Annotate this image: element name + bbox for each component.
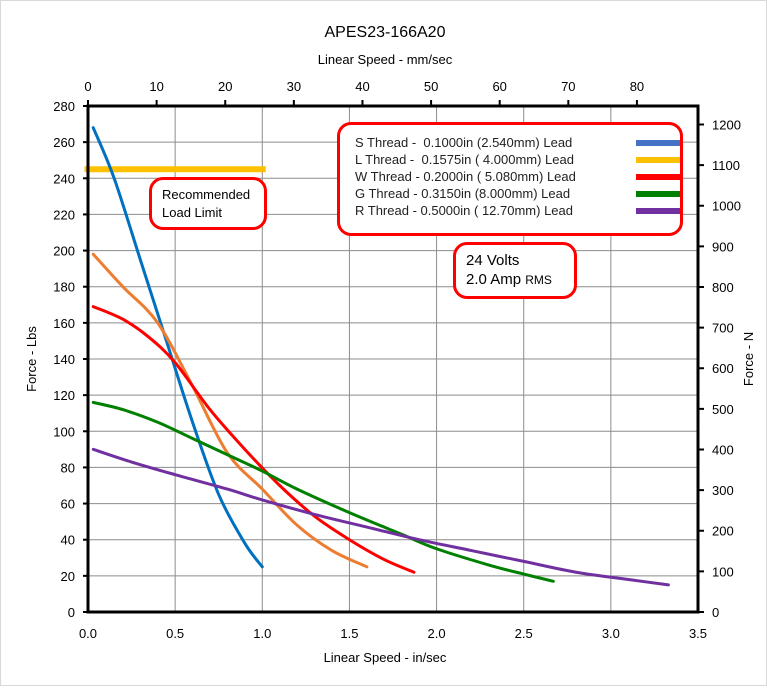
y-tick-label: 40 — [61, 533, 75, 548]
legend-label: L Thread - 0.1575in ( 4.000mm) Lead — [355, 152, 574, 167]
y-tick-label: 20 — [61, 569, 75, 584]
y2-tick-label: 500 — [712, 402, 734, 417]
legend-label: R Thread - 0.5000in ( 12.70mm) Lead — [355, 203, 573, 218]
legend-swatch — [635, 139, 680, 146]
legend-item: L Thread - 0.1575in ( 4.000mm) Lead — [355, 151, 680, 168]
chart-title: APES23-166A20 — [325, 24, 446, 41]
x-tick-label: 3.0 — [602, 626, 620, 641]
y2-tick-label: 1100 — [712, 158, 740, 173]
series-line-s-thread — [91, 126, 264, 569]
y-tick-label: 0 — [68, 605, 75, 620]
legend-swatch — [635, 190, 680, 197]
voltage-label: 24 Volts — [466, 252, 520, 269]
legend-swatch — [635, 156, 680, 163]
y-tick-label: 260 — [53, 135, 75, 150]
y2-tick-label: 900 — [712, 239, 734, 254]
legend-swatch — [635, 173, 680, 180]
x-tick-label: 1.5 — [340, 626, 358, 641]
x2-axis-label: Linear Speed - mm/sec — [318, 52, 453, 67]
legend-label: S Thread - 0.1000in (2.540mm) Lead — [355, 135, 573, 150]
x-tick-label: 3.5 — [689, 626, 707, 641]
x-tick-label: 2.5 — [515, 626, 533, 641]
legend-item: G Thread - 0.3150in (8.000mm) Lead — [355, 185, 680, 202]
y-tick-label: 240 — [53, 171, 75, 186]
y2-tick-label: 400 — [712, 442, 734, 457]
series-line-w-thread — [91, 305, 416, 574]
y-tick-label: 200 — [53, 244, 75, 259]
y-tick-label: 120 — [53, 388, 75, 403]
plot-frame — [86, 104, 700, 614]
y2-tick-label: 1000 — [712, 199, 741, 214]
legend: S Thread - 0.1000in (2.540mm) Lead L Thre… — [337, 122, 683, 236]
y2-tick-label: 600 — [712, 361, 734, 376]
y-tick-label: 180 — [53, 280, 75, 295]
x-tick-label: 0.0 — [79, 626, 97, 641]
x2-tick-label: 0 — [84, 79, 91, 94]
y2-axis-label: Force - N — [741, 332, 756, 386]
series-line-g-thread — [91, 400, 555, 583]
x-tick-label: 0.5 — [166, 626, 184, 641]
x-tick-label: 1.0 — [253, 626, 271, 641]
x2-tick-label: 70 — [561, 79, 575, 94]
x2-tick-label: 20 — [218, 79, 232, 94]
legend-label: W Thread - 0.2000in ( 5.080mm) Lead — [355, 169, 576, 184]
y-tick-label: 160 — [53, 316, 75, 331]
legend-label: G Thread - 0.3150in (8.000mm) Lead — [355, 186, 571, 201]
current-label: 2.0 Amp — [466, 271, 522, 288]
x-tick-label: 2.0 — [428, 626, 446, 641]
y2-tick-label: 800 — [712, 280, 734, 295]
x-axis-label: Linear Speed - in/sec — [324, 650, 447, 665]
y-tick-label: 280 — [53, 99, 75, 114]
y-axis-label: Force - Lbs — [24, 326, 39, 392]
load-limit-line1: Recommended — [162, 187, 251, 202]
y-tick-label: 100 — [53, 424, 75, 439]
x2-tick-label: 80 — [630, 79, 644, 94]
y-tick-label: 60 — [61, 497, 75, 512]
load-limit-annotation: Recommended Load Limit — [149, 177, 267, 230]
y-tick-label: 220 — [53, 207, 75, 222]
x2-tick-label: 50 — [424, 79, 438, 94]
current-unit-label: RMS — [525, 273, 552, 287]
x2-tick-label: 30 — [287, 79, 301, 94]
series-line-r-thread — [91, 447, 670, 587]
y2-tick-label: 300 — [712, 483, 734, 498]
y-tick-label: 140 — [53, 352, 75, 367]
y-tick-label: 80 — [61, 460, 75, 475]
drive-conditions-annotation: 24 Volts 2.0 Amp RMS — [453, 242, 577, 299]
y2-tick-label: 200 — [712, 524, 734, 539]
load-limit-line2: Load Limit — [162, 205, 222, 220]
y2-tick-label: 0 — [712, 605, 719, 620]
legend-item: R Thread - 0.5000in ( 12.70mm) Lead — [355, 202, 680, 219]
series-line-l-thread — [91, 252, 369, 569]
y2-tick-label: 100 — [712, 564, 734, 579]
x2-tick-label: 60 — [492, 79, 506, 94]
y2-tick-label: 700 — [712, 321, 734, 336]
x2-tick-label: 10 — [149, 79, 163, 94]
legend-item: W Thread - 0.2000in ( 5.080mm) Lead — [355, 168, 680, 185]
y2-tick-label: 1200 — [712, 117, 741, 132]
x2-tick-label: 40 — [355, 79, 369, 94]
legend-item: S Thread - 0.1000in (2.540mm) Lead — [355, 134, 680, 151]
legend-swatch — [635, 207, 680, 214]
